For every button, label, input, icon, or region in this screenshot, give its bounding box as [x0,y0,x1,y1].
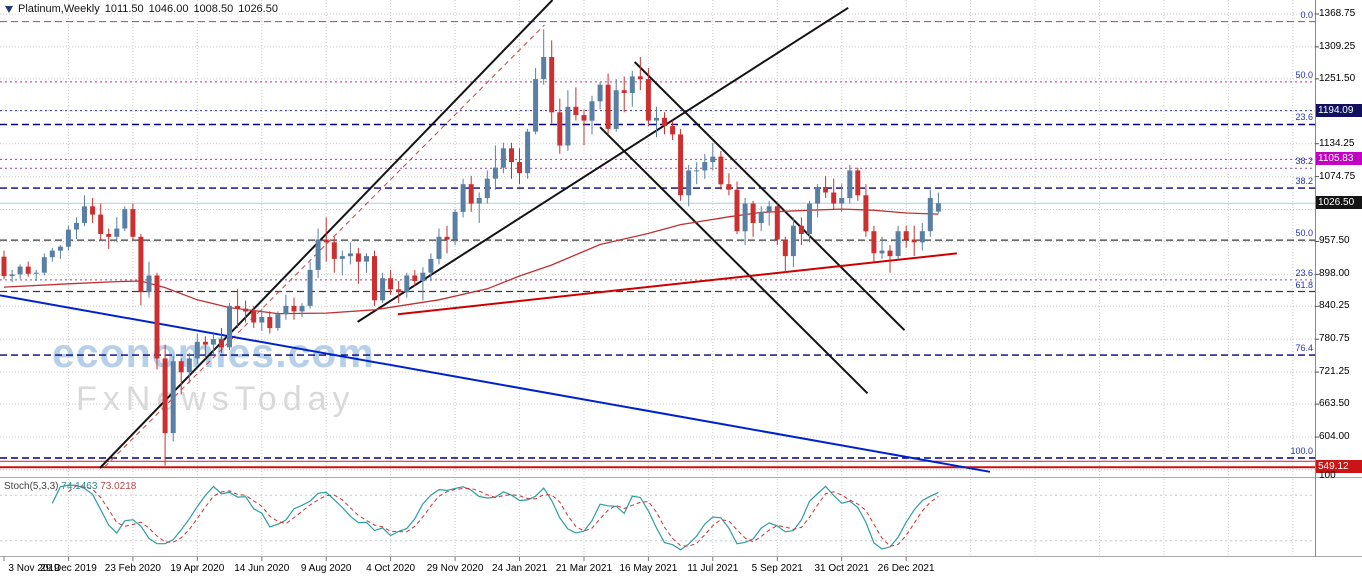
stochastic-label: Stoch(5,3,3) 74.1463 73.0218 [4,481,136,492]
time-axis[interactable] [0,557,1362,584]
watermark-fxnewstoday: FxNewsToday [76,380,356,418]
open-value: 1011.50 [104,3,144,15]
low-value: 1008.50 [193,3,234,15]
stochastic-main-value: 74.1463 [61,481,98,492]
close-value: 1026.50 [238,3,278,15]
high-value: 1046.00 [148,3,189,15]
symbol-ohlc-info: Platinum,Weekly 1011.50 1046.00 1008.50 … [5,3,278,15]
stochastic-name: Stoch(5,3,3) [4,481,59,492]
symbol-name: Platinum,Weekly [18,3,100,15]
symbol-triangle-icon [5,6,13,13]
stochastic-signal-value: 73.0218 [100,481,137,492]
price-axis[interactable] [1315,0,1362,557]
